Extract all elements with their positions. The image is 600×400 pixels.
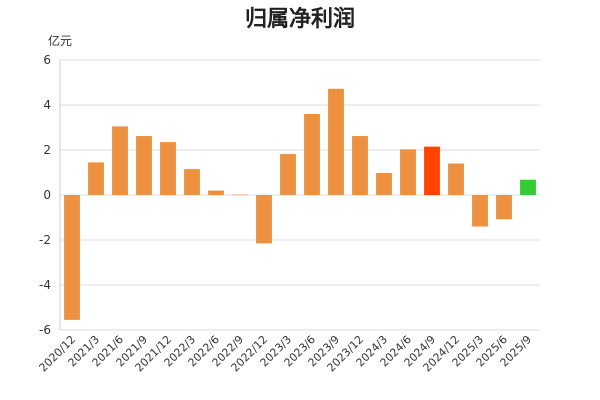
bar-2022-6	[208, 190, 224, 195]
bar-2024-9	[424, 146, 440, 196]
bar-2022-3	[184, 169, 200, 196]
bars	[64, 88, 536, 320]
gridlines	[59, 59, 540, 331]
y-tick-label: 4	[43, 98, 51, 112]
bar-2021-9	[136, 136, 152, 195]
y-tick-label: -4	[39, 278, 51, 292]
y-tick-label: 6	[43, 53, 51, 67]
bar-2025-3	[472, 195, 488, 227]
bar-2022-12	[256, 195, 272, 244]
chart-title: 归属净利润	[245, 6, 355, 32]
bar-2025-6	[496, 195, 512, 220]
y-tick-label: -2	[39, 233, 51, 247]
bar-2020-12	[64, 195, 80, 320]
bar-2023-12	[352, 136, 368, 195]
bar-2024-6	[400, 149, 416, 195]
bar-2021-12	[160, 142, 176, 196]
bar-2023-3	[280, 154, 296, 195]
y-axis-ticks: 6 4 2 0 -2 -4 -6	[39, 53, 51, 337]
bar-2024-3	[376, 172, 392, 195]
y-tick-label: -6	[39, 323, 51, 337]
y-tick-label: 0	[43, 188, 51, 202]
y-tick-label: 2	[43, 143, 51, 157]
bar-2022-9	[232, 194, 248, 196]
bar-2021-6	[112, 126, 128, 196]
bar-2023-6	[304, 114, 320, 195]
y-unit-label: 亿元	[48, 33, 72, 48]
x-axis-ticks: 2020/122021/32021/62021/92021/122022/320…	[37, 333, 535, 375]
bar-2023-9	[328, 88, 344, 195]
bar-2024-12	[448, 163, 464, 195]
bar-2025-9	[520, 179, 536, 195]
bar-2021-3	[88, 162, 104, 196]
